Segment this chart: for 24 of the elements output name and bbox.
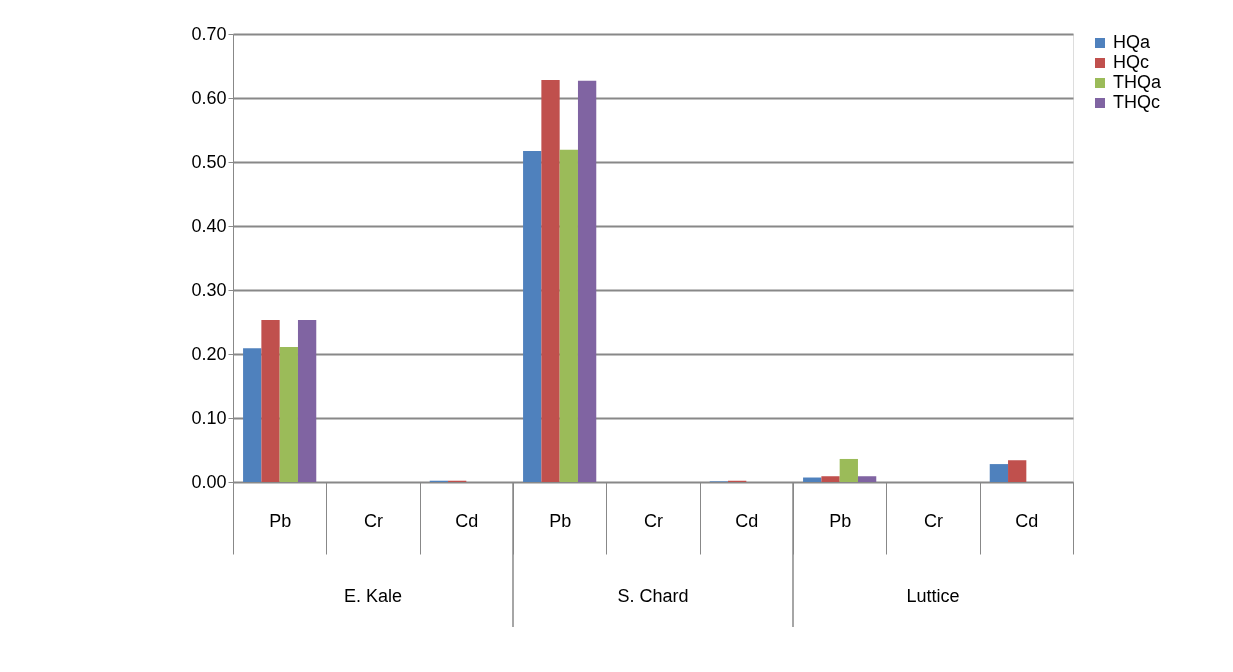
x-tick-label: Pb xyxy=(829,510,852,531)
x-tick-label: Cr xyxy=(924,510,943,531)
y-tick-label: 0.60 xyxy=(191,87,227,108)
legend-label: HQc xyxy=(1113,52,1149,72)
legend-label: HQa xyxy=(1113,32,1151,52)
y-tick-label: 0.70 xyxy=(191,23,227,44)
y-tick-label: 0.10 xyxy=(191,407,227,428)
y-tick-label: 0.30 xyxy=(191,279,227,300)
y-tick-label: 0.50 xyxy=(191,151,227,172)
text: E. Kale xyxy=(343,586,403,606)
legend-label: THQc xyxy=(1113,92,1160,112)
y-tick-label: 0.00 xyxy=(191,471,227,492)
x-tick-label: Cd xyxy=(735,510,759,531)
x-tick-label: Cd xyxy=(455,510,479,531)
text: Luttice xyxy=(906,586,960,606)
x-tick-label: Cd xyxy=(1015,510,1039,531)
x-tick-label: Pb xyxy=(549,510,572,531)
x-tick-label: Pb xyxy=(269,510,292,531)
legend-label: THQa xyxy=(1113,72,1162,92)
text: S. Chard xyxy=(617,586,689,606)
x-tick-label: Cr xyxy=(364,510,383,531)
y-tick-label: 0.40 xyxy=(191,215,227,236)
y-tick-label: 0.20 xyxy=(191,343,227,364)
x-tick-label: Cr xyxy=(644,510,663,531)
